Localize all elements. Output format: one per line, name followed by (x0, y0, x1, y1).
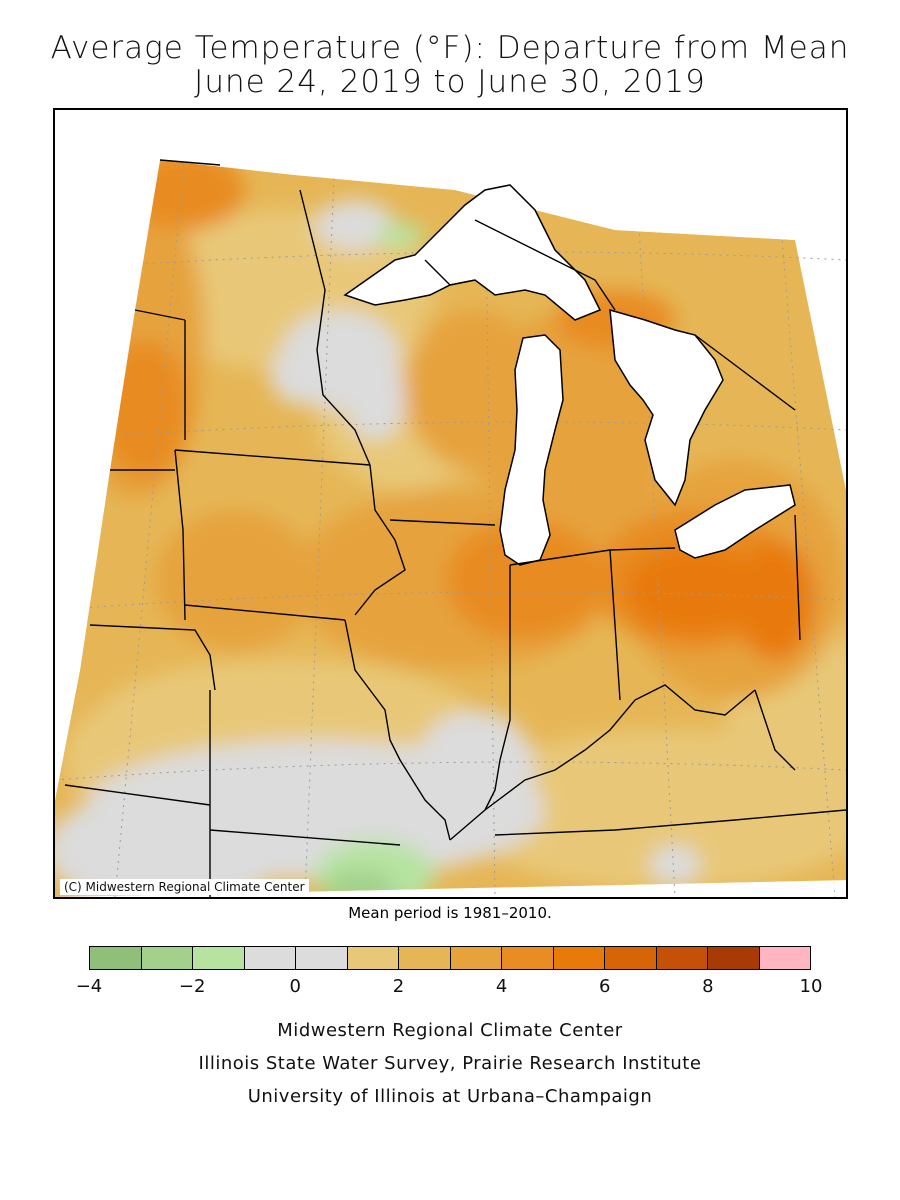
mi-in-oh (509, 547, 676, 566)
legend-swatch (399, 947, 451, 969)
legend-swatch (553, 947, 605, 969)
legend-swatch (193, 947, 245, 969)
legend-tick-label: 2 (392, 976, 405, 997)
legend-swatch (759, 947, 810, 969)
ia-mo (184, 604, 346, 621)
coastline-north (159, 159, 221, 166)
in-oh (609, 549, 621, 701)
mean-period-note: Mean period is 1981–2010. (348, 904, 552, 922)
legend-tick-label: 10 (799, 976, 823, 997)
color-legend (89, 946, 811, 970)
legend-swatch (347, 947, 399, 969)
map-title: Average Temperature (°F): Departure from… (50, 30, 850, 66)
copyright-label: (C) Midwestern Regional Climate Center (60, 879, 309, 895)
mn-wi-river (299, 189, 371, 466)
ia-west (174, 449, 186, 621)
ne-ks (89, 624, 216, 691)
il-in (484, 565, 511, 811)
legend-swatch (450, 947, 502, 969)
legend-swatch (656, 947, 708, 969)
great-lakes (343, 184, 796, 566)
legend-tick-label: 4 (495, 976, 508, 997)
lake-superior (343, 184, 602, 321)
map-date-range: June 24, 2019 to June 30, 2019 (194, 64, 706, 100)
legend-tick-label: 6 (598, 976, 611, 997)
il-mississippi (344, 619, 451, 841)
legend-swatch (90, 947, 142, 969)
credit-line-2: Illinois State Water Survey, Prairie Res… (198, 1053, 702, 1074)
il-ohio-river (449, 684, 756, 841)
legend-swatch (605, 947, 657, 969)
lake-erie (674, 484, 796, 559)
wi-il (389, 519, 496, 526)
legend-swatch (502, 947, 554, 969)
credit-line-1: Midwestern Regional Climate Center (277, 1020, 623, 1041)
mi-upper-ontario (474, 219, 616, 311)
ia-mississippi (354, 464, 406, 616)
oh-pa (794, 514, 801, 641)
nd-sd-line (134, 309, 186, 321)
mn-south (174, 449, 371, 466)
mo-ar (209, 829, 401, 846)
legend-swatch (296, 947, 348, 969)
credit-line-3: University of Illinois at Urbana–Champai… (247, 1086, 653, 1107)
state-boundaries (64, 159, 846, 897)
legend-tick-label: 8 (702, 976, 714, 997)
ontario-huron (694, 334, 796, 411)
legend-tick-label: −4 (75, 976, 103, 997)
ky-tn (494, 809, 846, 836)
legend-swatch (141, 947, 193, 969)
legend-tick-label: −2 (178, 976, 206, 997)
outside-domain-mask (55, 110, 846, 897)
ks-ok (64, 784, 211, 806)
graticule (55, 149, 846, 897)
legend-tick-label: 0 (289, 976, 302, 997)
ky-va (754, 689, 796, 771)
lake-huron (609, 308, 724, 507)
map-frame (53, 108, 848, 899)
anomaly-map (55, 110, 846, 897)
legend-swatch (708, 947, 760, 969)
legend-swatch (244, 947, 296, 969)
wi-mi-up (424, 259, 476, 286)
